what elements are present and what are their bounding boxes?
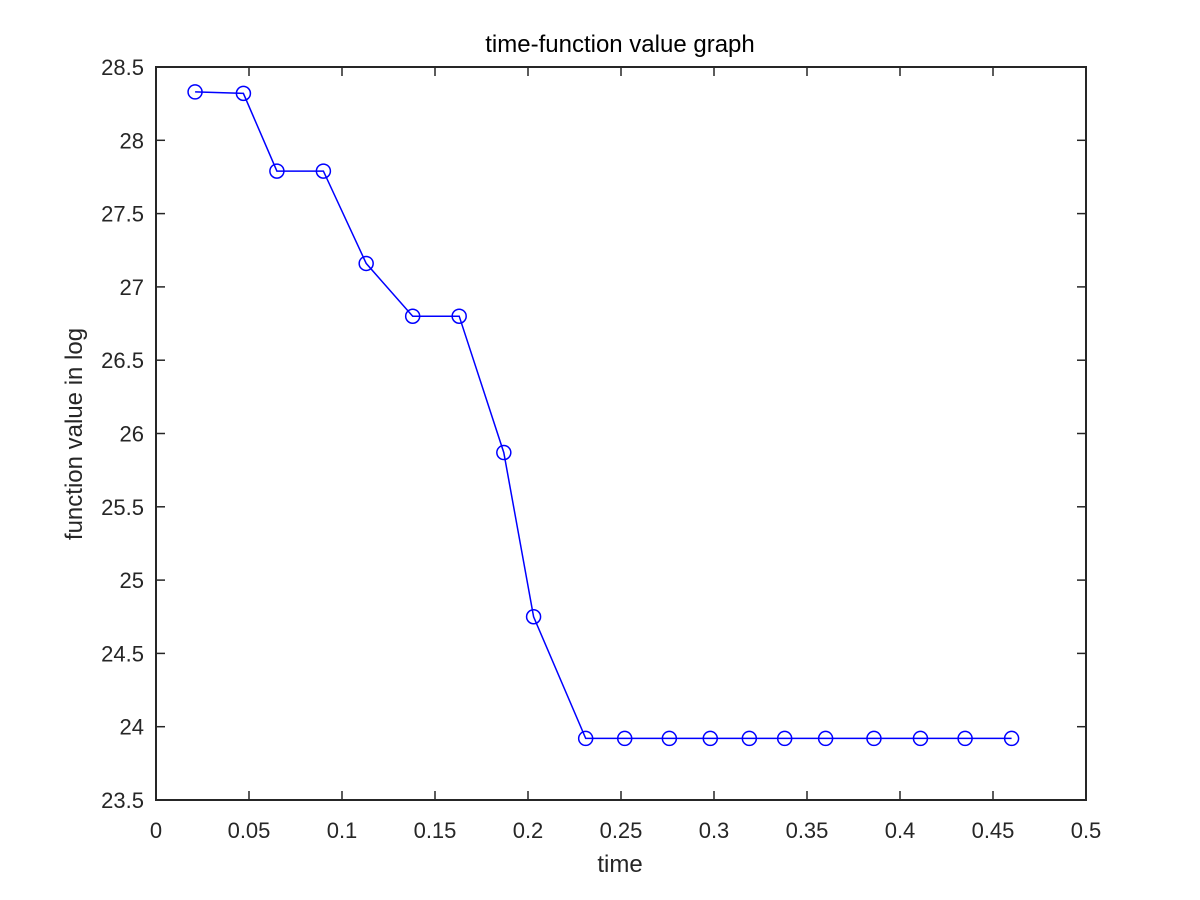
x-tick-label: 0.4 bbox=[885, 818, 916, 843]
x-axis: 0 0.05 0.1 0.15 0.2 0.25 0.3 0.35 0.4 0.45 0.5 bbox=[150, 67, 1101, 843]
y-tick-label: 27 bbox=[120, 275, 144, 300]
data-point bbox=[358, 255, 374, 272]
data-point bbox=[741, 730, 758, 747]
x-tick-label: 0.2 bbox=[513, 818, 544, 843]
x-tick-label: 0.45 bbox=[972, 818, 1015, 843]
x-tick-label: 0.15 bbox=[414, 818, 457, 843]
x-tick-label: 0.35 bbox=[786, 818, 829, 843]
data-point bbox=[269, 163, 285, 179]
data-point bbox=[187, 84, 203, 100]
x-axis-label: time bbox=[597, 851, 642, 878]
data-point bbox=[235, 85, 252, 102]
data-point bbox=[817, 730, 834, 747]
y-tick-label: 25.5 bbox=[101, 495, 144, 520]
data-point bbox=[451, 308, 467, 324]
y-axis: 23.5 24 24.5 25 25.5 26 26.5 27 27.5 28 28.5 bbox=[101, 55, 1086, 813]
y-tick-label: 28.5 bbox=[101, 55, 144, 80]
data-point bbox=[315, 163, 332, 179]
data-point bbox=[577, 730, 594, 747]
x-tick-label: 0.3 bbox=[699, 818, 730, 843]
data-point bbox=[496, 444, 512, 461]
x-tick-label: 0.5 bbox=[1071, 818, 1102, 843]
data-point bbox=[404, 308, 421, 324]
data-point bbox=[1003, 730, 1020, 747]
chart-title: time-function value graph bbox=[485, 31, 754, 58]
data-point bbox=[702, 730, 719, 747]
y-tick-label: 23.5 bbox=[101, 788, 144, 813]
series-line bbox=[195, 91, 1012, 740]
y-tick-label: 24 bbox=[120, 715, 144, 740]
data-point bbox=[866, 730, 882, 747]
y-tick-label: 24.5 bbox=[101, 641, 144, 666]
data-point bbox=[776, 730, 793, 747]
x-tick-label: 0.1 bbox=[327, 818, 358, 843]
data-point bbox=[616, 730, 633, 747]
series-layer bbox=[187, 84, 1020, 747]
y-axis-label: function value in log bbox=[61, 328, 88, 540]
data-point bbox=[661, 730, 678, 747]
plot-area bbox=[155, 66, 1087, 801]
y-tick-label: 26.5 bbox=[101, 348, 144, 373]
y-tick-label: 28 bbox=[120, 128, 144, 153]
y-tick-label: 25 bbox=[120, 568, 144, 593]
y-tick-label: 26 bbox=[120, 422, 144, 447]
data-point bbox=[912, 730, 929, 747]
data-point bbox=[525, 609, 542, 625]
y-tick-label: 27.5 bbox=[101, 202, 144, 227]
x-tick-label: 0 bbox=[150, 818, 162, 843]
x-tick-label: 0.25 bbox=[600, 818, 643, 843]
x-tick-label: 0.05 bbox=[228, 818, 271, 843]
data-point bbox=[957, 730, 973, 747]
